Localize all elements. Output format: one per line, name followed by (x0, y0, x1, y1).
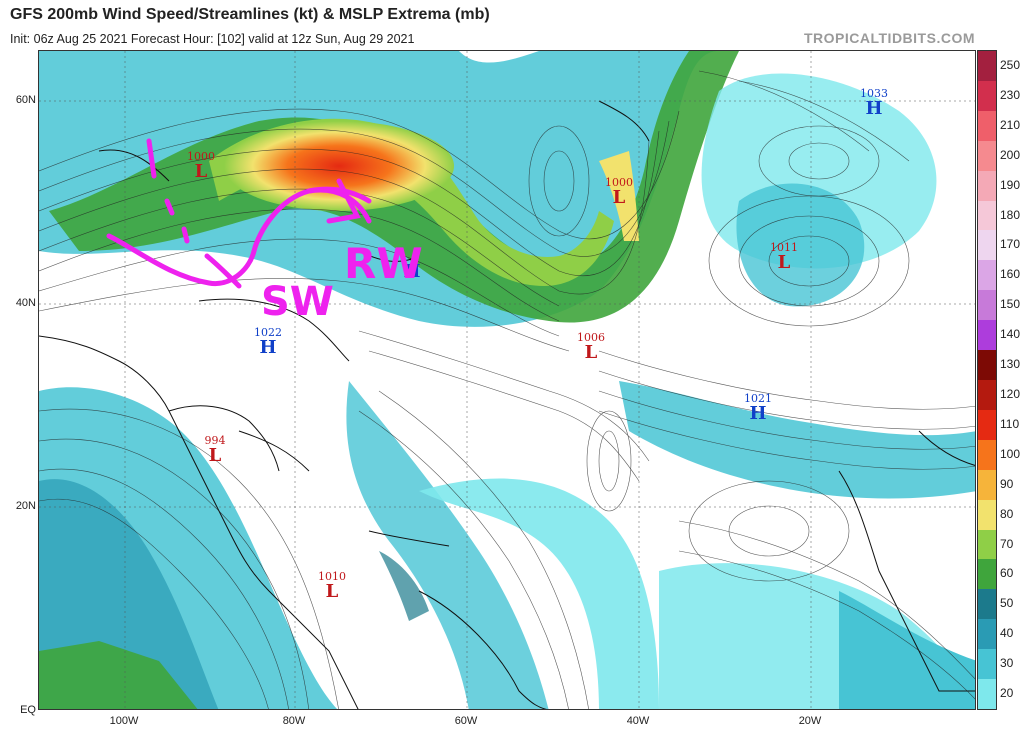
chart-title: GFS 200mb Wind Speed/Streamlines (kt) & … (10, 6, 490, 23)
colorbar-label: 20 (1000, 686, 1014, 701)
map-canvas (39, 51, 975, 709)
colorbar-label: 160 (1000, 267, 1021, 282)
lon-label: 80W (282, 715, 306, 727)
colorbar-segment (978, 469, 996, 501)
pressure-symbol: H (865, 98, 883, 119)
colorbar-label: 50 (1000, 596, 1014, 611)
colorbar-label: 190 (1000, 177, 1021, 192)
annotation-sw: SW (261, 279, 334, 325)
colorbar-label: 120 (1000, 387, 1021, 401)
colorbar-segment (978, 649, 996, 680)
pressure-symbol: L (208, 445, 222, 466)
pressure-value: 1022 (254, 326, 282, 339)
pressure-value: 1010 (318, 570, 346, 583)
low-pressure-marker: 994 L (193, 435, 237, 465)
colorbar-label: 110 (1000, 416, 1020, 431)
low-pressure-marker: 1006 L (569, 332, 613, 362)
colorbar-label: 70 (1000, 536, 1014, 551)
colorbar-label: 140 (1000, 327, 1021, 342)
colorbar-label: 60 (1000, 566, 1014, 581)
colorbar-label: 230 (1000, 87, 1021, 102)
pressure-value: 1006 (577, 331, 605, 344)
annotation-strokes (106, 138, 372, 289)
colorbar-segment (978, 51, 996, 82)
annotation-rw: RW (344, 239, 423, 288)
low-pressure-marker: 1000 L (597, 177, 641, 207)
pressure-symbol: L (777, 252, 791, 273)
colorbar-label: 200 (1000, 147, 1021, 162)
high-pressure-marker: 1022 H (246, 327, 290, 357)
pressure-symbol: L (584, 342, 598, 363)
high-pressure-marker: 1033 H (852, 88, 896, 118)
low-pressure-marker: 1000 L (179, 151, 223, 181)
pressure-value: 1021 (744, 392, 772, 405)
colorbar-label: 40 (1000, 626, 1014, 641)
colorbar-segment (978, 110, 996, 142)
coastlines (39, 100, 975, 709)
colorbar-segment (978, 80, 996, 112)
wind-speed-colorbar (977, 50, 997, 710)
pressure-symbol: H (403, 261, 421, 282)
streamlines (39, 70, 975, 709)
colorbar-segment (978, 200, 996, 231)
colorbar-segment (978, 679, 996, 710)
pressure-value: 1033 (860, 87, 888, 100)
pressure-value: 1011 (770, 241, 798, 254)
colorbar-segment (978, 439, 996, 471)
colorbar-segment (978, 290, 996, 321)
brand-watermark: TROPICALTIDBITS.COM (803, 30, 975, 46)
colorbar-label: 80 (1000, 506, 1014, 521)
lat-label: 60N (15, 94, 36, 106)
colorbar-segment (978, 320, 996, 351)
colorbar-segment (978, 170, 996, 202)
colorbar-segment (978, 559, 996, 590)
colorbar-label: 130 (1000, 357, 1021, 372)
colorbar-label: 250 (1000, 58, 1021, 72)
lon-label: 100W (109, 715, 139, 727)
low-pressure-marker: 1010 L (310, 571, 354, 601)
low-pressure-marker: 1011 L (762, 242, 806, 272)
colorbar-segment (978, 589, 996, 620)
colorbar-segment (978, 350, 996, 381)
colorbar-segment (978, 230, 996, 261)
wind-speed-shading (39, 51, 975, 709)
lon-label: 40W (626, 715, 650, 727)
high-pressure-marker: H (390, 263, 434, 281)
pressure-symbol: L (194, 161, 208, 182)
colorbar-label: 90 (1000, 476, 1014, 491)
graticule (39, 51, 975, 709)
colorbar-segment (978, 140, 996, 172)
pressure-value: 1000 (605, 176, 633, 189)
lat-label: EQ (20, 704, 36, 716)
colorbar-segment (978, 260, 996, 291)
map-panel: 1000 L 1000 L 1011 L 1006 L 994 L 1010 L… (38, 50, 976, 710)
colorbar-segment (978, 409, 996, 441)
colorbar-label: 210 (1000, 117, 1021, 132)
colorbar-label: 170 (1000, 237, 1021, 252)
colorbar-segment (978, 380, 996, 411)
lat-label: 40N (15, 297, 36, 309)
colorbar-label: 30 (1000, 656, 1014, 671)
lon-label: 60W (454, 715, 478, 727)
pressure-symbol: L (325, 581, 339, 602)
pressure-symbol: H (749, 403, 767, 424)
pressure-value: 1000 (187, 150, 215, 163)
colorbar-segment (978, 529, 996, 560)
colorbar-label: 100 (1000, 446, 1021, 461)
pressure-value: 994 (204, 434, 226, 447)
lon-label: 20W (798, 715, 822, 727)
pressure-symbol: L (612, 187, 626, 208)
chart-subtitle: Init: 06z Aug 25 2021 Forecast Hour: [10… (10, 32, 415, 46)
high-pressure-marker: 1021 H (736, 393, 780, 423)
colorbar-segment (978, 619, 996, 650)
pressure-symbol: H (259, 337, 277, 358)
colorbar-label: 180 (1000, 207, 1021, 222)
colorbar-segment (978, 499, 996, 531)
lat-label: 20N (15, 500, 36, 512)
colorbar-label: 150 (1000, 297, 1021, 312)
